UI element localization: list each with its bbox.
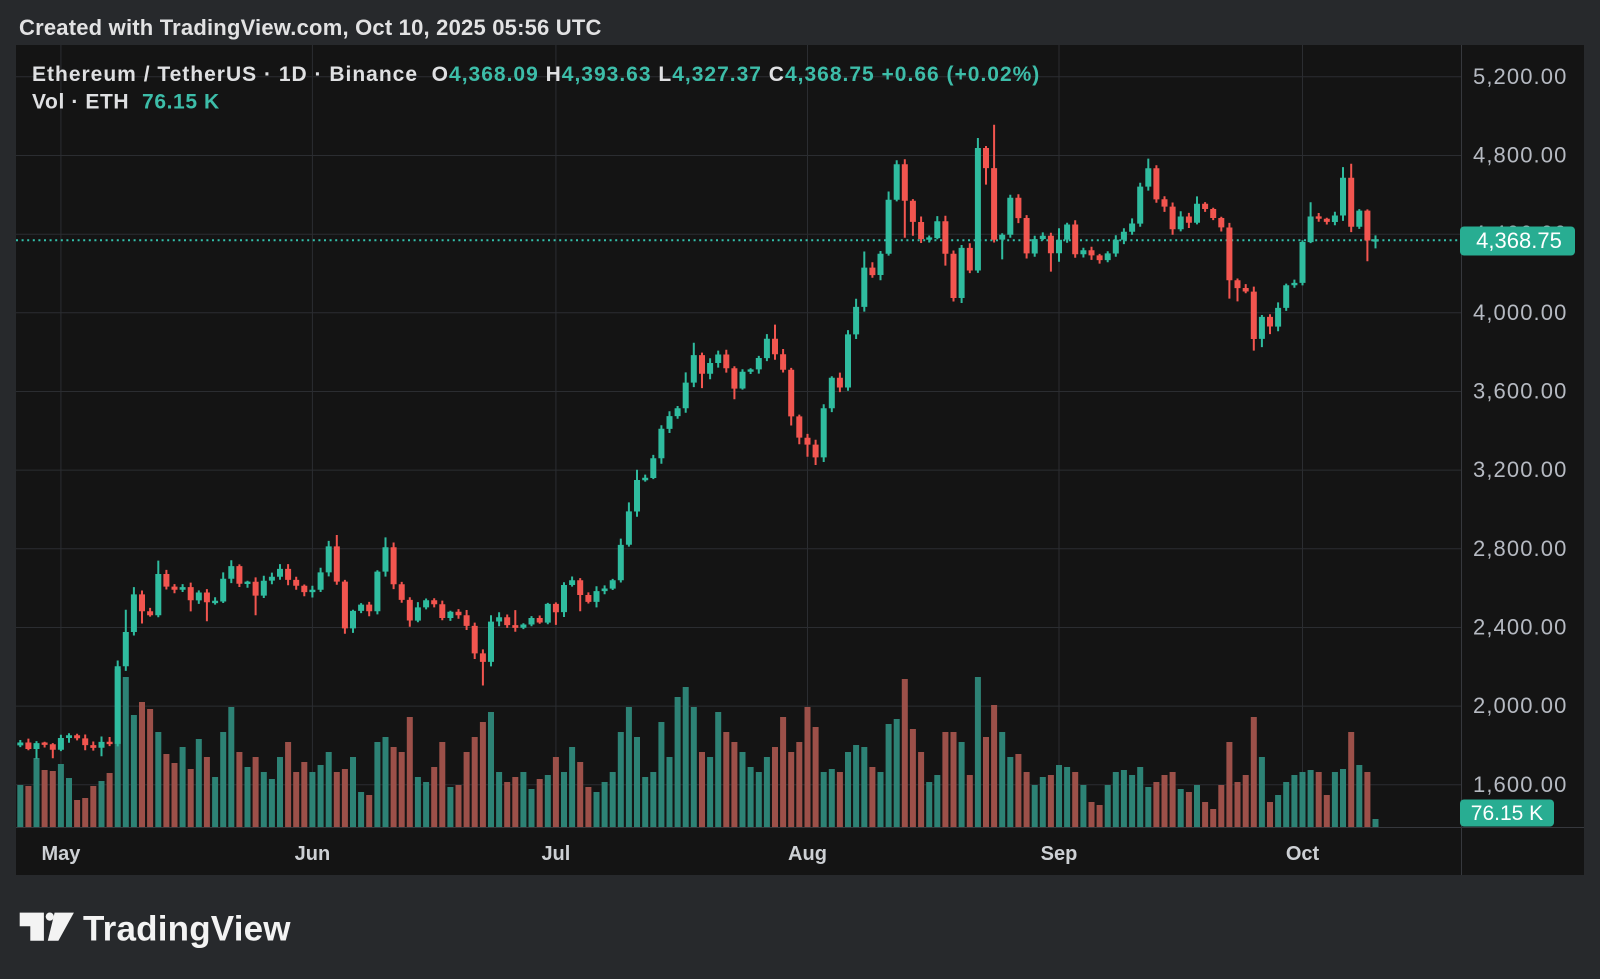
- svg-text:3,200.00: 3,200.00: [1473, 457, 1567, 482]
- svg-text:Vol · ETH 76.15 K: Vol · ETH 76.15 K: [32, 91, 220, 114]
- svg-text:5,200.00: 5,200.00: [1473, 64, 1567, 89]
- svg-text:Oct: Oct: [1286, 843, 1320, 865]
- svg-text:3,600.00: 3,600.00: [1473, 379, 1567, 404]
- svg-text:4,800.00: 4,800.00: [1473, 143, 1567, 168]
- svg-text:4,368.75: 4,368.75: [1476, 228, 1562, 253]
- svg-text:Created with TradingView.com,: Created with TradingView.com, Oct 10, 20…: [19, 15, 602, 40]
- svg-text:Jul: Jul: [541, 843, 570, 865]
- svg-text:2,000.00: 2,000.00: [1473, 693, 1567, 718]
- svg-text:Jun: Jun: [295, 843, 331, 865]
- svg-text:TradingView: TradingView: [83, 910, 291, 949]
- svg-text:Sep: Sep: [1041, 843, 1078, 865]
- svg-text:Ethereum / TetherUS · 1D · Bin: Ethereum / TetherUS · 1D · Binance O4,36…: [32, 63, 1040, 86]
- svg-text:1,600.00: 1,600.00: [1473, 772, 1567, 797]
- svg-text:2,800.00: 2,800.00: [1473, 536, 1567, 561]
- svg-text:Aug: Aug: [788, 843, 827, 865]
- svg-text:May: May: [41, 843, 81, 865]
- svg-text:76.15 K: 76.15 K: [1471, 802, 1543, 825]
- svg-text:4,000.00: 4,000.00: [1473, 300, 1567, 325]
- svg-text:2,400.00: 2,400.00: [1473, 615, 1567, 640]
